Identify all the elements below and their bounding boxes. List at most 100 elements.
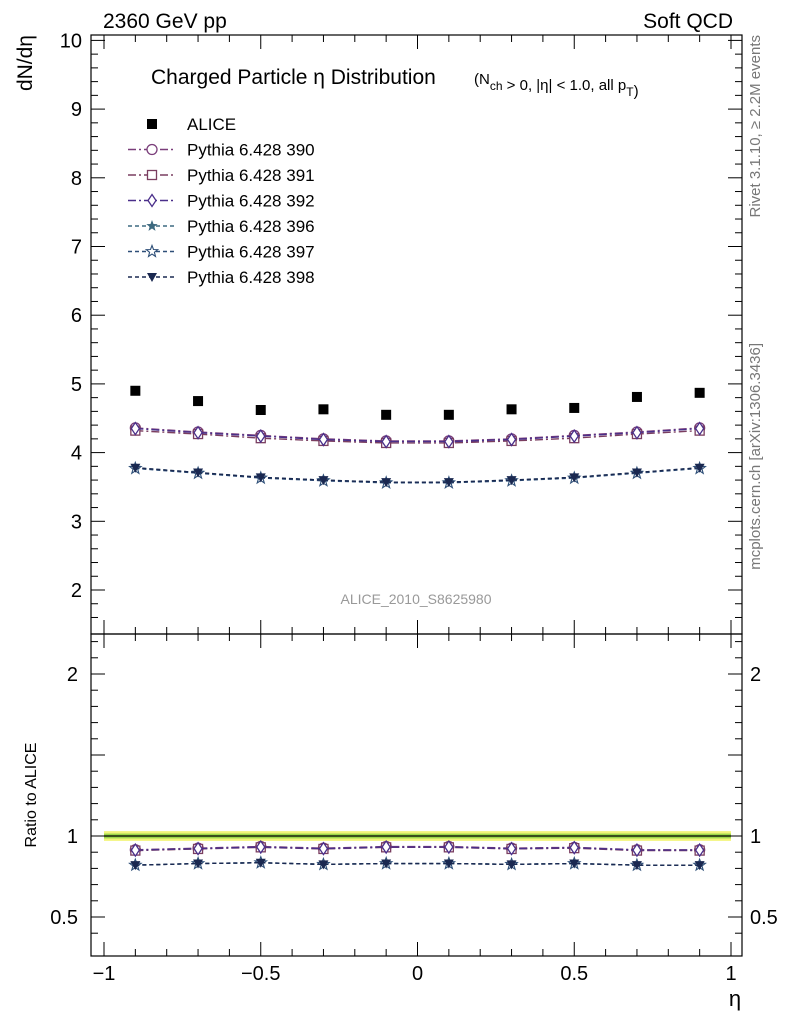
side-label-top: Rivet 3.1.10, ≥ 2.2M events xyxy=(747,35,764,218)
ratio-data-point xyxy=(694,842,705,858)
data-point xyxy=(569,402,580,413)
y-tick-label: 5 xyxy=(71,374,82,396)
legend: ALICE Pythia 6.428 390 Pythia 6.428 391 Pyt… xyxy=(128,115,315,287)
data-point xyxy=(255,473,266,483)
data-point xyxy=(193,396,204,407)
ratio-data-point xyxy=(506,860,517,870)
chart-title-sub: (Nch > 0, |η| < 1.0, all pT) xyxy=(474,71,639,100)
legend-marker xyxy=(146,220,158,231)
chart-title-main: Charged Particle η Distribution xyxy=(151,66,436,89)
legend-label: ALICE xyxy=(187,115,236,134)
y-tick-label: 6 xyxy=(71,305,82,327)
legend-label: Pythia 6.428 396 xyxy=(187,217,315,236)
y-tick-label-right: 2 xyxy=(750,664,761,686)
legend-item: Pythia 6.428 391 xyxy=(128,166,315,185)
side-label-bottom: mcplots.cern.ch [arXiv:1306.3436] xyxy=(747,343,764,570)
y-tick-label: 4 xyxy=(71,443,82,465)
y-axis-label: dN/dη xyxy=(14,35,37,91)
data-point xyxy=(506,432,517,447)
watermark: ALICE_2010_S8625980 xyxy=(340,591,491,607)
data-point xyxy=(694,421,705,436)
ratio-series-line xyxy=(135,846,700,851)
ratio-data-point xyxy=(444,839,454,855)
data-point xyxy=(130,463,141,473)
ratio-data-point xyxy=(255,858,266,868)
y-tick-label: 10 xyxy=(60,30,82,52)
ratio-data-point xyxy=(443,859,454,869)
y-tick-label: 8 xyxy=(71,168,82,190)
data-point xyxy=(569,428,580,444)
data-point xyxy=(694,387,705,398)
ratio-data-point xyxy=(381,839,391,855)
main-panel: 2 3 4 5 6 7 8 9 10 dN/dη Charged Particle η Distri… xyxy=(14,30,743,635)
legend-item: Pythia 6.428 398 xyxy=(128,268,315,287)
y-tick-label: 2 xyxy=(71,580,82,602)
header-left: 2360 GeV pp xyxy=(103,10,227,33)
legend-item: ALICE xyxy=(147,115,236,134)
data-point xyxy=(381,409,392,420)
legend-item: Pythia 6.428 397 xyxy=(128,243,315,262)
data-point xyxy=(631,391,642,402)
legend-marker xyxy=(147,273,157,282)
ratio-data-point xyxy=(381,859,392,869)
data-point xyxy=(381,434,391,449)
ratio-data-point xyxy=(318,860,329,870)
series-line xyxy=(135,429,700,444)
legend-label: Pythia 6.428 390 xyxy=(187,141,315,160)
data-point xyxy=(444,434,454,449)
data-point xyxy=(318,432,329,447)
title-sub-part: > 0, |η| < 1.0, all p xyxy=(503,77,627,94)
series-line xyxy=(135,467,700,483)
data-point xyxy=(130,385,141,396)
data-point xyxy=(130,421,141,436)
legend-marker xyxy=(144,243,160,258)
legend-marker xyxy=(147,119,157,129)
data-point xyxy=(506,476,517,486)
header-right: Soft QCD xyxy=(643,10,733,33)
y-tick-label: 7 xyxy=(71,237,82,259)
series-line xyxy=(135,467,700,484)
x-tick-label: 1 xyxy=(725,963,736,985)
title-sub-part: ch xyxy=(490,79,503,93)
ratio-data-point xyxy=(130,861,141,871)
legend-marker xyxy=(146,143,158,156)
data-point xyxy=(443,478,454,488)
series-line xyxy=(135,427,700,443)
ratio-data-point xyxy=(193,859,204,869)
data-point xyxy=(569,473,580,483)
data-point xyxy=(255,405,266,416)
ratio-y-axis-label: Ratio to ALICE xyxy=(23,743,40,848)
y-tick-label-right: 1 xyxy=(750,826,761,848)
y-tick-label: 1 xyxy=(67,826,78,848)
x-tick-label: −1 xyxy=(93,963,116,985)
ratio-data-point xyxy=(694,861,705,871)
data-point xyxy=(318,476,329,486)
x-tick-label: −0.5 xyxy=(241,963,280,985)
data-point xyxy=(318,404,329,415)
x-tick-label: 0.5 xyxy=(560,963,588,985)
ratio-series-line xyxy=(135,862,700,866)
y-tick-label: 0.5 xyxy=(50,907,78,929)
legend-marker xyxy=(147,193,157,208)
ratio-data-point xyxy=(130,842,141,858)
y-tick-label-right: 0.5 xyxy=(750,907,778,929)
ratio-data-point xyxy=(506,841,517,856)
x-axis-label: η xyxy=(729,986,741,1011)
data-point xyxy=(381,478,392,488)
ratio-data-point xyxy=(569,859,580,869)
data-point xyxy=(631,468,642,478)
title-sub-part: T xyxy=(626,85,634,99)
y-tick-label: 2 xyxy=(67,664,78,686)
title-sub-part: ) xyxy=(634,83,639,100)
legend-label: Pythia 6.428 392 xyxy=(187,192,315,211)
chart-title: Charged Particle η Distribution (Nch > 0,… xyxy=(151,66,639,100)
data-point xyxy=(443,409,454,420)
legend-item: Pythia 6.428 396 xyxy=(128,217,315,236)
y-tick-label: 9 xyxy=(71,99,82,121)
legend-label: Pythia 6.428 391 xyxy=(187,166,315,185)
legend-marker xyxy=(146,169,158,181)
ratio-data-point xyxy=(632,842,642,858)
x-tick-label: 0 xyxy=(412,963,423,985)
data-point xyxy=(694,463,705,473)
